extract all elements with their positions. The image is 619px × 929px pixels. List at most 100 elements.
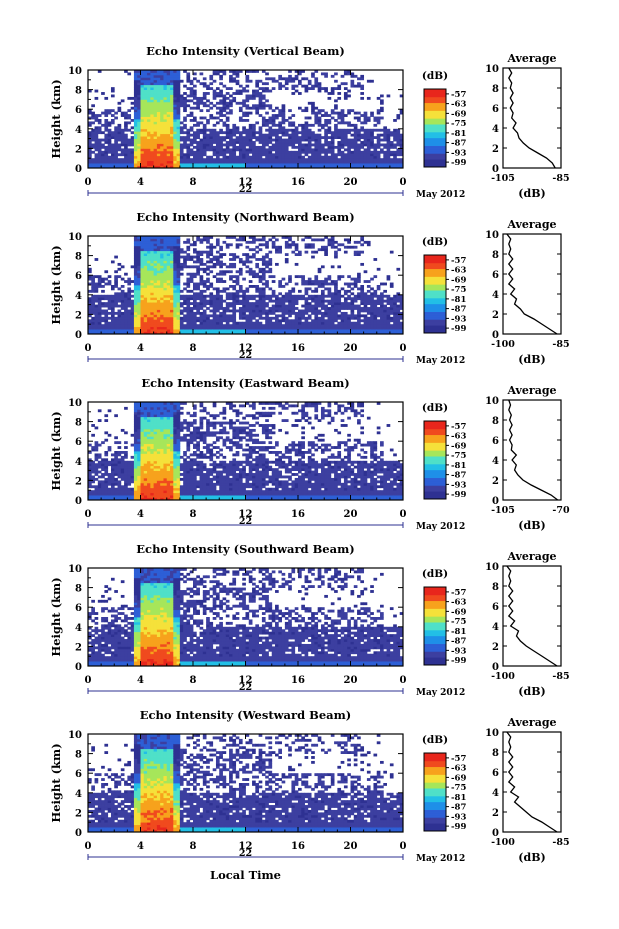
heatmap-cell <box>232 141 237 144</box>
heatmap-cell <box>163 87 168 90</box>
heatmap-cell <box>101 163 105 166</box>
heatmap-cell <box>91 463 95 467</box>
heatmap-cell <box>143 158 148 162</box>
heatmap-cell <box>275 316 279 320</box>
heatmap-cell <box>101 145 105 149</box>
heatmap-cell <box>130 294 135 298</box>
heatmap-cell <box>301 294 305 298</box>
heatmap-cell <box>156 99 161 103</box>
heatmap-cell <box>278 165 282 169</box>
heatmap-cell <box>156 285 161 288</box>
heatmap-cell <box>150 150 155 154</box>
heatmap-cell <box>281 141 286 144</box>
heatmap-cell <box>291 326 296 330</box>
heatmap-cell <box>284 331 289 335</box>
heatmap-cell <box>160 79 164 83</box>
heatmap-cell <box>163 277 168 281</box>
heatmap-cell <box>199 72 204 76</box>
heatmap-cell <box>193 138 197 142</box>
heatmap-cell <box>386 155 391 159</box>
heatmap-cell <box>327 275 332 279</box>
heatmap-cell <box>232 236 237 239</box>
heatmap-cell <box>271 87 276 90</box>
heatmap-cell <box>133 138 138 142</box>
heatmap-cell <box>156 265 161 269</box>
heatmap-cell <box>114 116 118 120</box>
heatmap-cell <box>383 145 387 149</box>
heatmap-cell <box>88 302 92 305</box>
heatmap-cell <box>97 282 102 286</box>
heatmap-cell <box>196 302 200 305</box>
heatmap-cell <box>124 329 128 332</box>
heatmap-cell <box>193 133 197 137</box>
heatmap-cell <box>393 133 397 137</box>
heatmap-cell <box>156 297 161 301</box>
heatmap-cell <box>176 282 181 286</box>
heatmap-cell <box>94 163 99 166</box>
heatmap-cell <box>255 321 260 325</box>
heatmap-cell <box>114 297 118 301</box>
heatmap-cell <box>360 331 365 335</box>
heatmap-cell <box>225 321 230 325</box>
heatmap-cell <box>242 238 246 242</box>
heatmap-cell <box>176 155 181 159</box>
heatmap-cell <box>147 307 151 310</box>
heatmap-cell <box>219 245 223 249</box>
heatmap-cell <box>330 148 335 152</box>
heatmap-cell <box>107 297 112 301</box>
heatmap-cell <box>366 138 371 142</box>
heatmap-cell <box>153 101 158 105</box>
colorbar-band <box>424 126 446 129</box>
heatmap-cell <box>193 255 197 259</box>
heatmap-cell <box>124 111 128 115</box>
heatmap-cell <box>110 150 115 154</box>
heatmap-cell <box>393 314 397 318</box>
heatmap-cell <box>212 104 217 108</box>
heatmap-cell <box>327 277 332 281</box>
colorbar-band <box>424 128 446 131</box>
heatmap-cell <box>130 289 135 293</box>
heatmap-cell <box>360 128 365 132</box>
heatmap-cell <box>153 111 158 115</box>
heatmap-cell <box>350 143 355 147</box>
heatmap-cell <box>140 260 145 264</box>
heatmap-cell <box>258 141 263 144</box>
heatmap-cell <box>143 329 148 332</box>
heatmap-cell <box>340 294 345 298</box>
heatmap-cell <box>209 326 214 330</box>
heatmap-cell <box>288 302 292 305</box>
x-tick-label: 16 <box>291 343 305 354</box>
heatmap-cell <box>196 329 200 332</box>
heatmap-cell <box>252 309 256 313</box>
heatmap-cell <box>252 272 256 276</box>
heatmap-cell <box>101 131 105 135</box>
colorbar-tick-label: -69 <box>451 275 466 285</box>
heatmap-cell <box>301 331 305 335</box>
heatmap-cell <box>265 311 269 315</box>
heatmap-cell <box>324 121 328 125</box>
heatmap-cell <box>166 121 171 125</box>
heatmap-cell <box>248 260 253 264</box>
heatmap-cell <box>275 114 279 117</box>
heatmap-cell <box>160 331 164 335</box>
heatmap-cell <box>225 101 230 105</box>
heatmap-cell <box>173 243 177 247</box>
heatmap-cell <box>261 289 266 293</box>
heatmap-cell <box>143 277 148 281</box>
heatmap-cell <box>324 163 328 166</box>
heatmap-cell <box>196 106 200 110</box>
heatmap-cell <box>219 99 223 103</box>
heatmap-cell <box>278 299 282 303</box>
heatmap-cell <box>127 319 132 323</box>
heatmap-cell <box>107 128 112 132</box>
heatmap-cell <box>281 77 286 81</box>
heatmap-cell <box>137 165 141 169</box>
heatmap-cell <box>91 497 95 501</box>
heatmap-cell <box>307 302 312 305</box>
heatmap-cell <box>235 70 240 73</box>
heatmap-cell <box>215 302 220 305</box>
heatmap-cell <box>291 165 296 169</box>
heatmap-cell <box>97 307 102 310</box>
heatmap-cell <box>166 138 171 142</box>
heatmap-cell <box>343 321 348 325</box>
